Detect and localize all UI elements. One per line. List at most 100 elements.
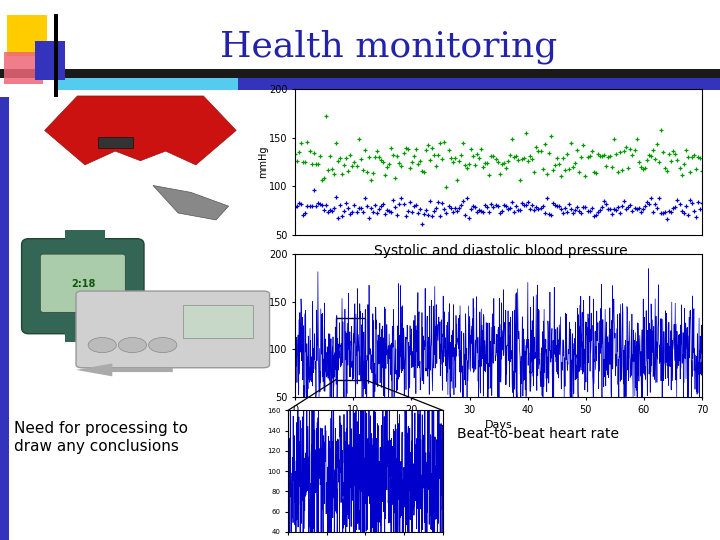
Point [402, 207, 413, 215]
Point [639, 164, 651, 172]
Point [625, 145, 636, 153]
Point [480, 200, 491, 209]
Point [314, 152, 325, 161]
Point [614, 208, 626, 217]
Point [433, 197, 444, 206]
Bar [336, 318, 365, 380]
Point [686, 199, 698, 207]
Point [674, 164, 685, 172]
Point [423, 140, 434, 149]
Circle shape [88, 338, 117, 353]
Point [641, 156, 652, 164]
Point [382, 206, 393, 214]
Point [611, 150, 622, 158]
Point [502, 157, 513, 165]
Point [496, 207, 508, 215]
Point [353, 135, 364, 144]
Point [463, 214, 474, 222]
Point [490, 200, 501, 209]
Point [377, 200, 389, 209]
Point [459, 160, 471, 169]
Point [690, 164, 701, 173]
Point [449, 204, 460, 213]
Point [662, 166, 673, 175]
Point [308, 186, 320, 194]
Point [338, 160, 350, 169]
Point [438, 138, 450, 147]
Point [565, 138, 577, 147]
Point [586, 146, 598, 155]
Point [570, 206, 581, 214]
Point [667, 204, 679, 212]
Point [516, 155, 528, 164]
Point [639, 202, 651, 211]
Point [408, 202, 420, 211]
Point [351, 161, 362, 170]
Point [320, 201, 332, 210]
Point [453, 157, 464, 166]
Point [553, 201, 564, 210]
Point [289, 150, 301, 158]
Point [300, 157, 311, 166]
Point [418, 167, 430, 176]
Point [528, 206, 540, 214]
Point [537, 165, 549, 173]
Point [521, 200, 532, 209]
Point [674, 200, 685, 208]
Point [688, 207, 700, 215]
Point [696, 167, 708, 176]
Point [537, 201, 549, 210]
Point [357, 207, 369, 216]
Point [647, 208, 659, 217]
Point [616, 202, 628, 211]
Point [334, 154, 346, 163]
Point [535, 204, 546, 213]
Polygon shape [153, 186, 228, 220]
Text: Need for processing to
draw any conclusions: Need for processing to draw any conclusi… [14, 421, 189, 454]
Point [508, 153, 520, 161]
Point [304, 202, 315, 211]
Point [567, 163, 579, 172]
Point [369, 200, 381, 209]
Point [672, 195, 683, 204]
Point [562, 150, 573, 158]
Point [353, 203, 364, 212]
Point [372, 208, 383, 217]
Point [451, 206, 462, 215]
Point [533, 205, 544, 214]
Point [526, 155, 538, 164]
Point [445, 204, 456, 212]
Point [443, 202, 454, 211]
Point [653, 194, 665, 202]
Point [484, 171, 495, 179]
Point [678, 208, 689, 217]
Point [474, 205, 485, 214]
Point [336, 212, 348, 221]
Point [590, 211, 601, 220]
Point [567, 208, 579, 217]
Point [551, 154, 562, 163]
Point [562, 207, 573, 216]
Point [416, 167, 428, 176]
Point [551, 201, 562, 210]
Point [373, 153, 384, 161]
Point [594, 152, 606, 160]
Point [606, 209, 618, 218]
Point [324, 151, 336, 160]
Point [508, 207, 520, 216]
Point [306, 202, 318, 211]
Y-axis label: mmHg: mmHg [258, 146, 268, 178]
Point [492, 201, 503, 210]
Point [457, 139, 469, 147]
Point [292, 201, 303, 210]
Point [664, 150, 675, 158]
Point [604, 152, 616, 160]
Point [631, 204, 642, 213]
Point [652, 204, 663, 212]
Point [333, 213, 344, 222]
Point [314, 200, 325, 208]
Point [343, 167, 354, 176]
Y-axis label: bpm: bpm [258, 314, 268, 336]
Point [545, 131, 557, 140]
Point [400, 144, 411, 152]
